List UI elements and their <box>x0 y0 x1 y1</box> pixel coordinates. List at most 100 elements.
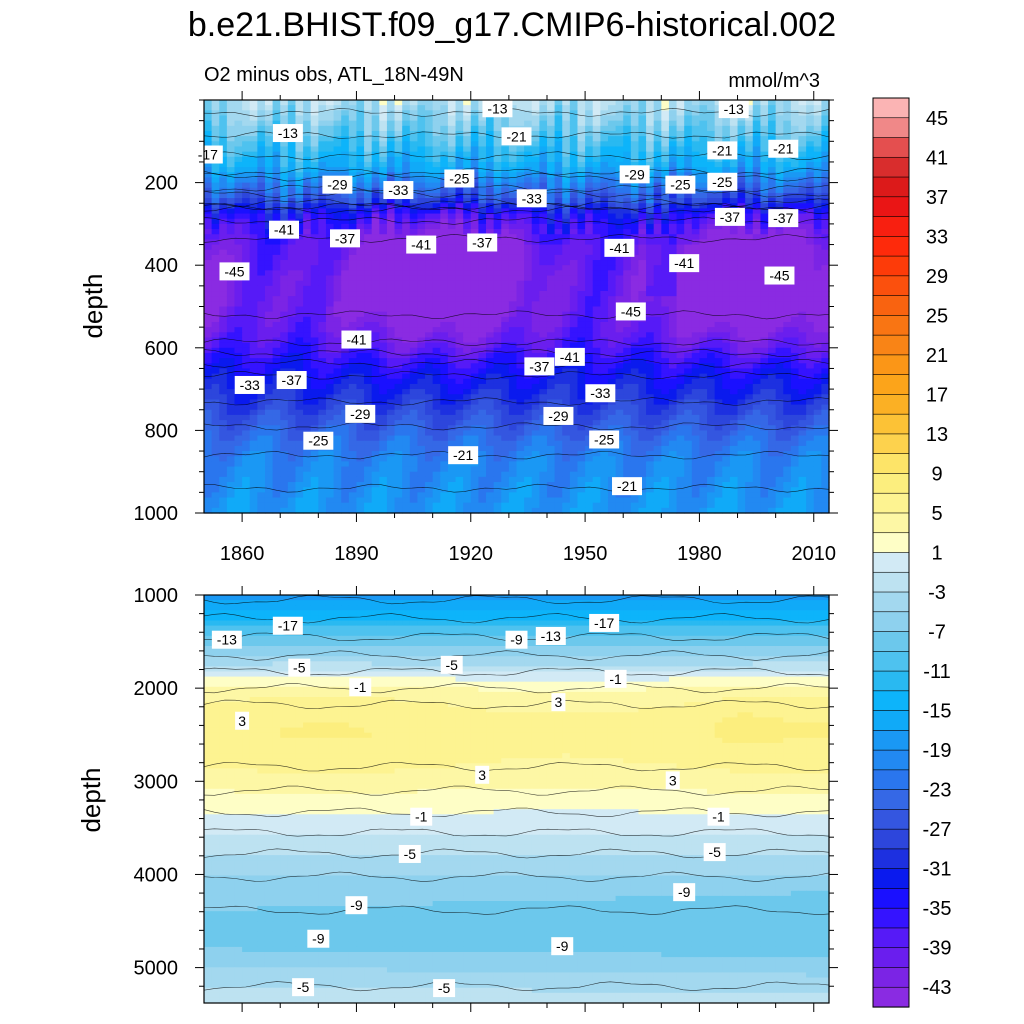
heatmap-cell <box>493 291 502 297</box>
heatmap-cell <box>821 115 830 122</box>
heatmap-cell <box>478 389 487 395</box>
heatmap-cell <box>630 327 640 333</box>
heatmap-cell <box>524 260 533 266</box>
heatmap-cell <box>760 115 769 122</box>
heatmap-cell <box>226 187 236 194</box>
heatmap-cell <box>501 182 510 189</box>
heatmap-cell <box>600 337 609 344</box>
heatmap-cell <box>310 296 319 302</box>
heatmap-cell <box>219 306 228 313</box>
heatmap-cell <box>691 296 701 302</box>
heatmap-cell <box>348 141 358 148</box>
heatmap-cell <box>592 130 601 137</box>
heatmap-cell <box>318 198 327 204</box>
heatmap-cell <box>425 270 434 277</box>
heatmap-cell <box>310 275 319 282</box>
heatmap-cell <box>783 347 792 354</box>
heatmap-cell <box>356 311 365 318</box>
heatmap-cell <box>638 291 647 297</box>
heatmap-cell <box>524 270 533 277</box>
heatmap-cell <box>425 399 434 406</box>
heatmap-cell <box>554 311 563 318</box>
heatmap-cell <box>394 275 403 282</box>
heatmap-cell <box>676 244 685 251</box>
heatmap-cell <box>798 161 807 168</box>
heatmap-cell <box>623 203 632 210</box>
heatmap-cell <box>760 358 769 364</box>
heatmap-cell <box>470 332 479 339</box>
heatmap-cell <box>425 146 434 153</box>
heatmap-cell <box>745 146 754 153</box>
heatmap-cell <box>600 321 609 328</box>
heatmap-cell <box>790 389 800 395</box>
heatmap-cell <box>714 130 723 137</box>
heatmap-cell <box>775 363 784 370</box>
heatmap-cell <box>806 280 815 287</box>
heatmap-cell <box>310 182 319 189</box>
heatmap-cell <box>493 368 502 375</box>
heatmap-cell <box>607 182 617 189</box>
heatmap-cell <box>653 275 662 282</box>
heatmap-cell <box>676 301 685 308</box>
heatmap-cell <box>379 291 388 297</box>
heatmap-cell <box>707 291 716 297</box>
heatmap-cell <box>493 260 502 266</box>
heatmap-cell <box>486 156 495 163</box>
heatmap-cell <box>638 342 647 349</box>
heatmap-cell <box>768 352 777 359</box>
heatmap-cell <box>295 347 304 354</box>
heatmap-cell <box>211 368 220 375</box>
heatmap-cell <box>226 177 236 184</box>
heatmap-cell <box>493 363 502 370</box>
heatmap-cell <box>737 363 746 370</box>
heatmap-cell <box>257 254 266 261</box>
heatmap-cell <box>356 141 365 148</box>
heatmap-cell <box>516 167 525 173</box>
heatmap-cell <box>204 270 213 277</box>
heatmap-cell <box>798 213 807 220</box>
heatmap-cell <box>379 306 388 313</box>
heatmap-cell <box>295 265 304 271</box>
heatmap-cell <box>379 156 388 163</box>
heatmap-cell <box>630 332 640 339</box>
heatmap-cell <box>546 213 556 220</box>
heatmap-cell <box>333 223 342 230</box>
heatmap-cell <box>615 358 624 364</box>
heatmap-cell <box>630 389 640 395</box>
heatmap-cell <box>653 136 662 142</box>
heatmap-cell <box>386 198 396 204</box>
heatmap-cell <box>478 141 487 148</box>
heatmap-cell <box>211 352 220 359</box>
heatmap-cell <box>699 316 708 323</box>
heatmap-cell <box>524 254 533 261</box>
heatmap-cell <box>226 399 236 406</box>
heatmap-cell <box>364 192 373 199</box>
heatmap-cell <box>493 244 502 251</box>
heatmap-cell <box>417 146 426 153</box>
heatmap-cell <box>242 368 251 375</box>
heatmap-cell <box>325 280 335 287</box>
heatmap-cell <box>600 110 609 117</box>
heatmap-cell <box>676 203 685 210</box>
heatmap-cell <box>607 218 617 225</box>
heatmap-cell <box>318 285 327 292</box>
heatmap-cell <box>478 187 487 194</box>
heatmap-cell <box>562 136 571 142</box>
heatmap-cell <box>524 249 533 256</box>
heatmap-cell <box>783 156 792 163</box>
heatmap-cell <box>432 192 441 199</box>
heatmap-cell <box>280 203 289 210</box>
heatmap-cell <box>440 358 449 364</box>
heatmap-cell <box>325 192 335 199</box>
heatmap-cell <box>531 265 540 271</box>
heatmap-cell <box>745 306 754 313</box>
heatmap-cell <box>508 100 518 106</box>
heatmap-cell <box>539 213 548 220</box>
heatmap-cell <box>646 373 655 380</box>
heatmap-cell <box>455 368 464 375</box>
heatmap-cell <box>486 203 495 210</box>
heatmap-cell <box>699 192 708 199</box>
heatmap-cell <box>790 378 800 385</box>
heatmap-cell <box>554 136 563 142</box>
heatmap-cell <box>577 311 586 318</box>
